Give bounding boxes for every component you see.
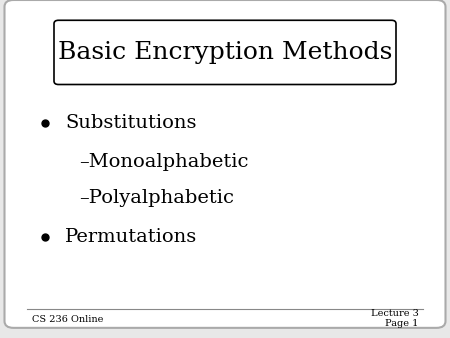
FancyBboxPatch shape [54, 20, 396, 84]
Text: Page 1: Page 1 [385, 319, 418, 328]
Text: CS 236 Online: CS 236 Online [32, 315, 103, 324]
FancyBboxPatch shape [4, 0, 446, 328]
Text: Permutations: Permutations [65, 227, 198, 246]
Text: Substitutions: Substitutions [65, 114, 197, 132]
Text: Basic Encryption Methods: Basic Encryption Methods [58, 41, 392, 64]
Text: Lecture 3: Lecture 3 [371, 309, 418, 318]
Text: –Polyalphabetic: –Polyalphabetic [79, 189, 234, 207]
Text: –Monoalphabetic: –Monoalphabetic [79, 153, 248, 171]
